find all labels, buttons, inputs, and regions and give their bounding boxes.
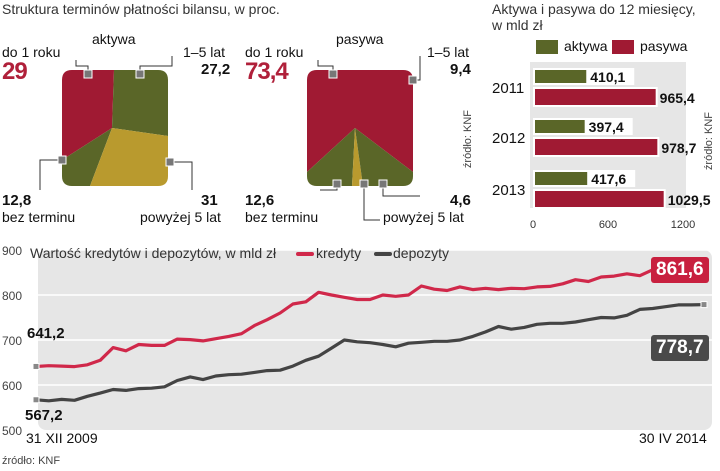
liabilities-over-5y-label: powyżej 5 lat [383, 209, 464, 225]
bars-source: źródło: KNF [703, 112, 715, 171]
line-chart: 500 600 700 800 900 [2, 244, 712, 438]
assets-square [62, 70, 168, 186]
assets-slice-up-to-1y [62, 70, 114, 160]
legend-assets-text: aktywa [564, 38, 608, 54]
assets-over-5y-value: 31 [201, 192, 218, 209]
bar-liabilities-value: 1029,5 [668, 192, 711, 208]
line-y-tick-label: 800 [2, 289, 22, 303]
legend-credits-label: kredyty [316, 245, 362, 261]
assets-over-5y-label: powyżej 5 lat [140, 209, 221, 225]
bar-assets [535, 172, 588, 185]
bars-title-line1: Aktywa i pasywa do 12 miesięcy, [492, 1, 696, 17]
bar-category-label: 2013 [492, 182, 525, 199]
bar-assets-value: 397,4 [589, 119, 624, 135]
liabilities-over-5y-value: 4,6 [450, 192, 471, 209]
line-y-tick-label: 700 [2, 334, 22, 348]
line-y-tick-label: 600 [2, 379, 22, 393]
line-source: źródło: KNF [2, 455, 61, 467]
assets-slice-1-5y [112, 70, 168, 136]
liabilities-slice-1-5y [355, 128, 413, 186]
credit-end-badge: 861,6 [651, 257, 709, 283]
bar-assets-value: 410,1 [590, 69, 625, 85]
assets-up-to-1y-value: 29 [2, 58, 28, 85]
line-title: Wartość kredytów i depozytów, w mld zł [30, 245, 277, 261]
liabilities-slice-up-to-1y [307, 70, 413, 172]
bar-category-label: 2011 [492, 80, 524, 97]
liabilities-leader-over-5y [363, 184, 380, 221]
bar-chart: aktywa pasywa 2011 410,1 965,4 2012 397,4 978,7… [492, 38, 711, 231]
bar-liabilities-value: 978,7 [661, 140, 696, 156]
line-y-tick-label: 500 [2, 424, 22, 438]
assets-slice-over-5y [90, 128, 168, 186]
bar-category-label: 2012 [492, 130, 525, 147]
assets-1-5y-value: 27,2 [201, 61, 231, 78]
liabilities-slice-over-5y [352, 128, 363, 186]
bar-x-tick-label: 600 [599, 219, 617, 231]
line-y-tick-label: 900 [2, 244, 22, 258]
bar-x-tick-label: 0 [530, 219, 536, 231]
assets-no-term-value: 12,8 [2, 192, 32, 209]
assets-structure-chart [39, 56, 421, 221]
assets-slice-no-term [62, 128, 112, 186]
assets-leader-no-term [39, 159, 62, 190]
bar-liabilities-value: 965,4 [660, 90, 695, 106]
credit-start-label: 641,2 [27, 325, 65, 342]
legend-liabilities-swatch [612, 40, 634, 54]
line-end-date: 30 IV 2014 [639, 430, 707, 446]
assets-up-to-1y-label: do 1 roku [2, 44, 61, 60]
liabilities-square [307, 70, 413, 186]
bar-x-tick-label: 1200 [671, 219, 695, 231]
assets-1-5y-label: 1–5 lat [183, 44, 226, 60]
bar-assets-value: 417,6 [591, 171, 626, 187]
legend-assets-swatch [536, 40, 558, 54]
series-endpoint-marker [700, 301, 708, 309]
series-endpoint-marker [32, 362, 40, 370]
legend-deposits-label: depozyty [393, 245, 450, 261]
credits-series-line [35, 265, 705, 369]
liabilities-up-to-1y-value: 73,4 [245, 58, 289, 85]
assets-no-term-label: bez terminu [2, 209, 76, 225]
bar-assets [535, 70, 587, 83]
liabilities-1-5y-value: 9,4 [450, 61, 471, 78]
bar-assets [535, 120, 585, 133]
liabilities-heading: pasywa [336, 31, 384, 47]
assets-leader-over-5y [170, 161, 193, 190]
liabilities-slice-no-term [307, 128, 355, 186]
bar-liabilities [535, 139, 658, 155]
liabilities-up-to-1y-label: do 1 roku [245, 44, 304, 60]
liabilities-no-term-label: bez terminu [245, 209, 319, 225]
deposit-start-label: 567,2 [25, 407, 63, 424]
series-endpoint-marker [32, 396, 40, 404]
assets-heading: aktywa [92, 31, 136, 47]
bars-title-line2: w mld zł [492, 17, 543, 33]
bar-liabilities [535, 191, 664, 207]
line-start-date: 31 XII 2009 [26, 430, 98, 446]
structure-source: źródło: KNF [462, 110, 474, 169]
deposit-end-badge: 778,7 [651, 335, 709, 361]
bar-liabilities [535, 89, 656, 105]
deposits-series-line [35, 303, 705, 403]
liabilities-no-term-value: 12,6 [245, 192, 275, 209]
structure-title: Struktura terminów płatności bilansu, w … [2, 1, 280, 17]
liabilities-1-5y-label: 1–5 lat [427, 44, 470, 60]
legend-liabilities-text: pasywa [640, 38, 688, 54]
